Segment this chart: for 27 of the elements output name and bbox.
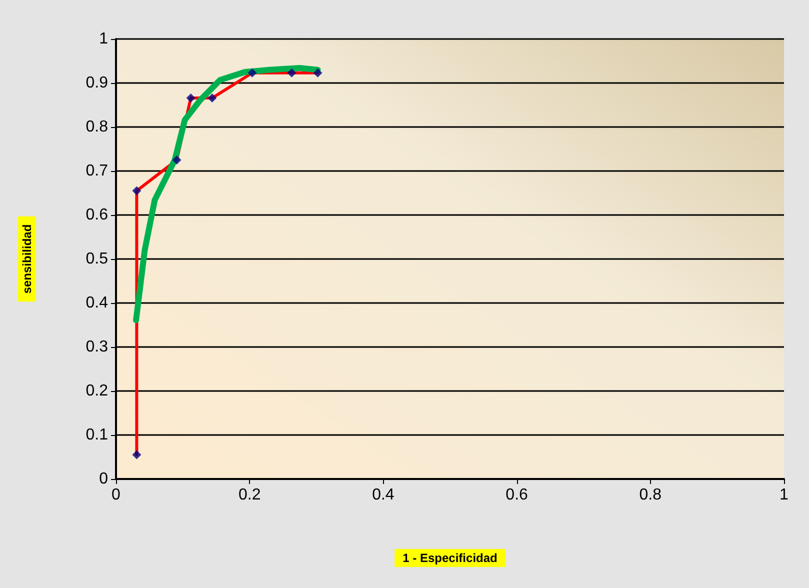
point (248, 68, 257, 78)
y-tick-label: 0.8 (86, 118, 108, 136)
y-tick-label: 1 (99, 30, 108, 48)
y-tick-label: 0.6 (86, 206, 108, 224)
point (186, 93, 196, 102)
point (208, 93, 217, 102)
y-tick-label: 0 (99, 470, 108, 488)
y-tick-label: 0.5 (86, 250, 108, 268)
point (313, 68, 322, 78)
x-tick-label: 0 (112, 486, 121, 504)
x-tick-label: 0.2 (238, 486, 261, 504)
x-tick-label: 0.4 (372, 486, 394, 504)
x-tick-label: 0.8 (639, 486, 662, 504)
y-tick-label: 0.3 (86, 338, 108, 356)
y-tick-label: 0.9 (86, 74, 108, 92)
y-tick-label: 0.7 (86, 162, 108, 180)
point (287, 68, 296, 78)
y-axis-title: sensibilidad (20, 224, 34, 294)
x-tick-label: 0.6 (506, 486, 528, 504)
x-tick-label: 1 (780, 486, 789, 504)
x-axis-title: 1 - Especificidad (402, 551, 498, 565)
point (172, 156, 182, 164)
y-tick-label: 0.4 (86, 294, 108, 312)
point (132, 186, 142, 196)
y-tick-label: 0.2 (86, 382, 108, 400)
y-tick-label: 0.1 (86, 426, 108, 444)
point (132, 450, 142, 460)
